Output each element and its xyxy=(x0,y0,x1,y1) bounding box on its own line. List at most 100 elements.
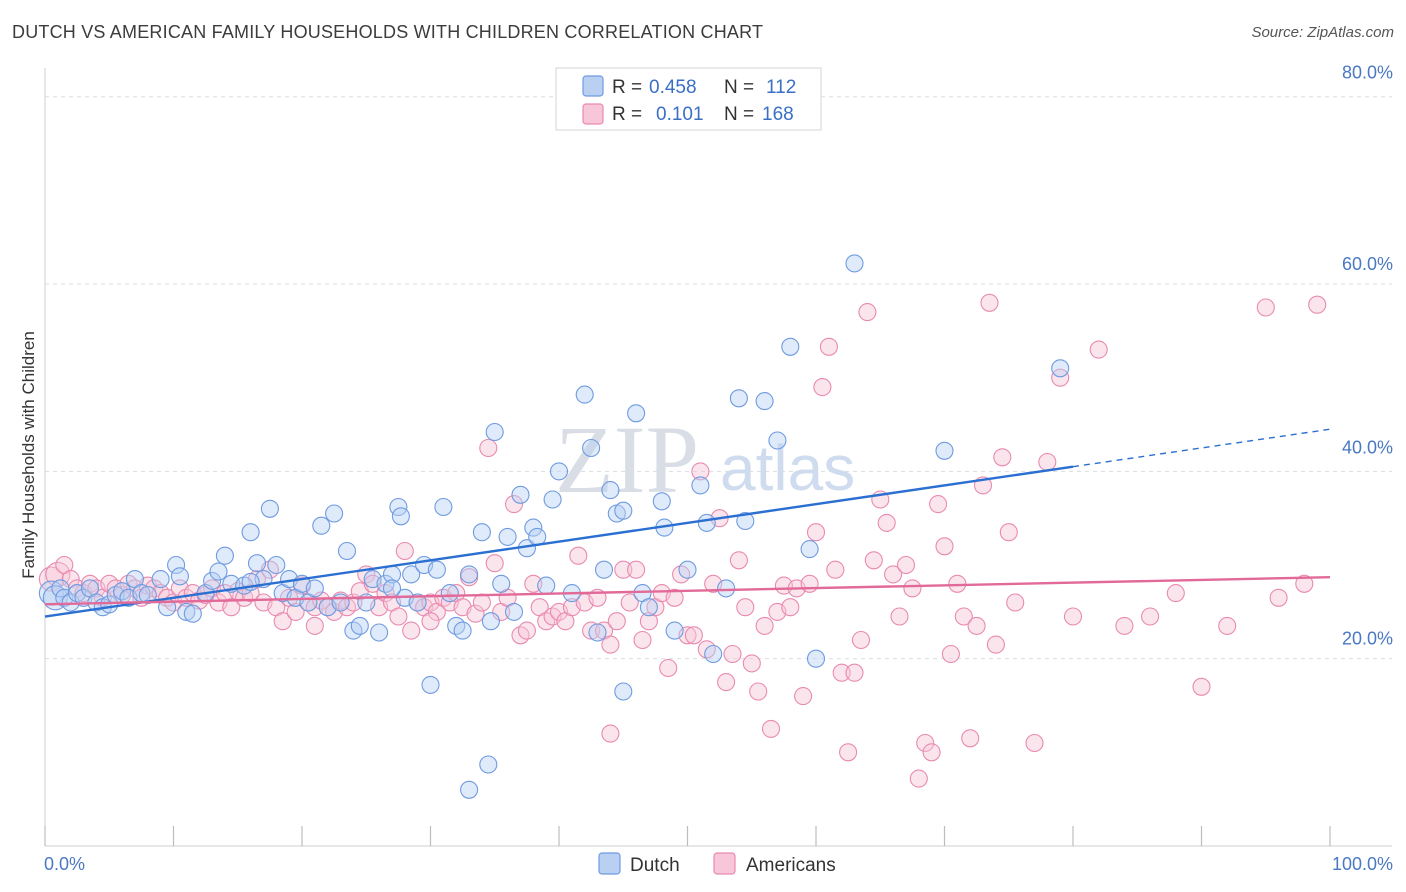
dutch-point-90 xyxy=(652,492,671,511)
dutch-point-53 xyxy=(391,507,410,526)
legend-r-value-americans: 0.101 xyxy=(656,104,704,125)
americans-point-166 xyxy=(421,612,440,631)
americans-point-115 xyxy=(781,598,800,617)
trend-line-dutch-extension xyxy=(1072,428,1331,468)
americans-point-142 xyxy=(954,607,973,626)
americans-point-73 xyxy=(511,626,530,645)
dutch-point-26 xyxy=(215,546,234,565)
dutch-point-33 xyxy=(267,555,286,575)
dutch-point-58 xyxy=(421,675,440,694)
americans-point-128 xyxy=(864,551,883,570)
dutch-point-19 xyxy=(167,555,186,575)
dutch-point-32 xyxy=(260,499,279,518)
dutch-point-109 xyxy=(614,682,633,701)
dutch-point-99 xyxy=(736,511,755,531)
americans-point-68 xyxy=(479,438,498,458)
dutch-point-22 xyxy=(183,604,202,623)
americans-point-161 xyxy=(1256,298,1275,317)
americans-point-67 xyxy=(472,593,491,612)
source-label: Source: ZipAtlas.com xyxy=(1251,24,1394,41)
dutch-point-86 xyxy=(614,501,633,520)
americans-point-98 xyxy=(672,565,691,584)
americans-point-54 xyxy=(389,607,408,626)
dutch-point-80 xyxy=(575,385,594,404)
dutch-point-106 xyxy=(1051,359,1070,378)
dutch-point-45 xyxy=(344,621,363,640)
dutch-point-49 xyxy=(370,623,389,642)
americans-point-108 xyxy=(736,598,755,617)
y-tick-label-40: 40.0% xyxy=(1342,437,1393,457)
americans-point-138 xyxy=(929,495,948,514)
americans-point-152 xyxy=(1038,452,1057,472)
legend-r-label-americans: R = xyxy=(612,104,642,125)
bottom-legend-label-dutch: Dutch xyxy=(630,855,680,876)
trend-line-dutch xyxy=(44,465,1074,618)
legend-n-value-americans: 168 xyxy=(762,104,794,125)
americans-point-38 xyxy=(286,602,305,621)
americans-point-164 xyxy=(1308,295,1327,314)
dutch-point-64 xyxy=(460,565,479,584)
americans-point-125 xyxy=(845,663,864,682)
dutch-point-40 xyxy=(312,516,331,535)
dutch-point-20 xyxy=(170,567,189,586)
series-americans xyxy=(38,293,1327,788)
dutch-point-43 xyxy=(331,593,350,612)
trend-lines xyxy=(44,428,1331,618)
americans-point-140 xyxy=(941,644,960,664)
dutch-point-16 xyxy=(138,585,157,605)
y-axis-label: Family Households with Children xyxy=(19,331,38,579)
americans-point-112 xyxy=(761,719,781,738)
americans-point-50 xyxy=(363,574,382,593)
dutch-point-100 xyxy=(755,392,774,411)
americans-point-163 xyxy=(1295,574,1314,593)
americans-point-101 xyxy=(691,462,710,481)
americans-point-69 xyxy=(485,554,504,573)
americans-point-133 xyxy=(896,555,916,575)
bottom-legend-swatch-americans xyxy=(713,852,736,875)
americans-point-160 xyxy=(1218,616,1237,635)
legend: R = 0.458 N = 112 R = 0.101 N = 168 xyxy=(555,67,822,131)
dutch-point-101 xyxy=(768,431,787,450)
y-tick-label-20: 20.0% xyxy=(1342,629,1393,649)
dutch-point-66 xyxy=(479,755,498,774)
americans-point-146 xyxy=(980,293,999,312)
americans-point-117 xyxy=(794,687,813,706)
dutch-point-44 xyxy=(337,541,357,561)
americans-point-137 xyxy=(922,743,941,762)
americans-point-106 xyxy=(723,644,742,664)
dutch-point-97 xyxy=(717,579,736,598)
americans-point-151 xyxy=(1025,733,1044,753)
dutch-point-67 xyxy=(481,612,500,631)
legend-n-label-americans: N = xyxy=(724,104,754,125)
dutch-point-25 xyxy=(209,562,228,581)
dutch-point-84 xyxy=(601,481,620,500)
dutch-point-104 xyxy=(845,254,864,273)
dutch-point-102 xyxy=(781,337,800,356)
americans-point-135 xyxy=(909,769,928,788)
americans-point-82 xyxy=(569,546,588,565)
americans-point-123 xyxy=(832,663,851,682)
americans-point-107 xyxy=(729,551,748,570)
americans-point-105 xyxy=(717,673,736,692)
dutch-point-108 xyxy=(460,780,479,799)
dutch-point-60 xyxy=(434,497,453,517)
dutch-point-110 xyxy=(382,579,402,598)
dutch-point-78 xyxy=(549,462,569,481)
dutch-point-92 xyxy=(665,621,684,640)
dutch-point-95 xyxy=(697,513,716,532)
americans-point-77 xyxy=(537,612,556,631)
bottom-legend-label-americans: Americans xyxy=(746,855,836,876)
americans-point-91 xyxy=(627,560,646,579)
legend-swatch-americans xyxy=(582,103,604,125)
americans-point-136 xyxy=(916,733,935,753)
axes xyxy=(44,68,1392,847)
watermark: ZIP atlas xyxy=(555,406,855,513)
americans-point-159 xyxy=(1192,677,1211,696)
americans-point-121 xyxy=(819,337,838,356)
dutch-point-42 xyxy=(325,504,344,523)
americans-point-139 xyxy=(935,537,954,556)
americans-point-87 xyxy=(601,635,620,654)
dutch-point-39 xyxy=(305,579,324,598)
dutch-point-63 xyxy=(453,621,472,640)
